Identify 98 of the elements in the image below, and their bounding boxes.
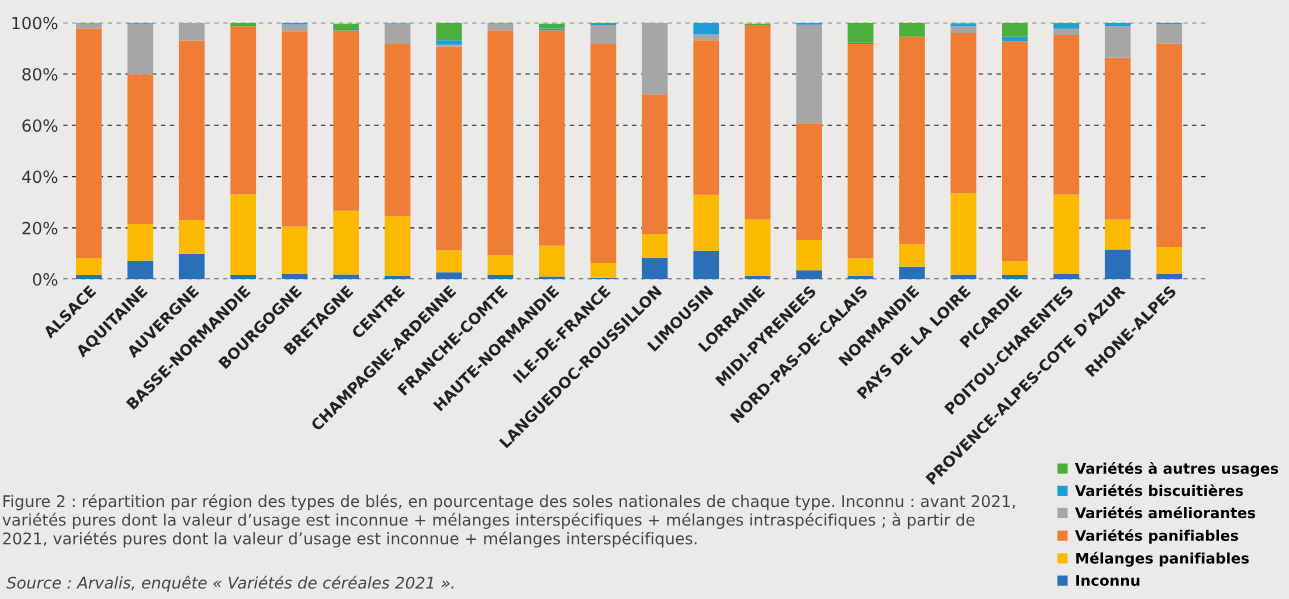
bar <box>281 226 308 275</box>
bar <box>590 262 617 278</box>
bar <box>1002 275 1028 280</box>
bar <box>641 257 668 280</box>
bar <box>178 40 205 220</box>
bar <box>436 22 462 41</box>
bar <box>76 258 102 276</box>
bar <box>384 23 411 45</box>
bar <box>693 22 720 35</box>
bar <box>1104 219 1131 250</box>
bar <box>847 258 874 277</box>
bar <box>384 276 411 280</box>
bar <box>384 44 411 217</box>
bar <box>436 46 462 251</box>
legend-label: Inconnu <box>1076 575 1140 586</box>
bar <box>230 275 257 280</box>
bar <box>899 36 925 245</box>
bar <box>847 276 874 280</box>
bar <box>796 270 822 280</box>
bar <box>744 25 771 220</box>
bar <box>641 94 668 235</box>
bar <box>693 250 720 280</box>
bar <box>487 255 514 276</box>
bar <box>1002 41 1028 262</box>
bar <box>1104 57 1131 220</box>
bar <box>230 26 257 195</box>
bar <box>487 275 514 280</box>
bar <box>693 194 720 251</box>
bar <box>1053 273 1080 280</box>
bar <box>436 250 462 273</box>
bar <box>436 272 462 280</box>
bar <box>1104 26 1131 58</box>
bar <box>641 22 668 95</box>
bar <box>950 33 977 194</box>
bar <box>1053 194 1080 274</box>
bar <box>281 24 308 32</box>
bar <box>744 219 771 276</box>
bar <box>178 253 205 280</box>
bar <box>950 26 977 34</box>
y-tick-label: 0% <box>32 273 58 286</box>
legend-label: Variétés biscuitières <box>1074 484 1244 497</box>
bar <box>539 245 565 277</box>
bar <box>127 74 154 225</box>
bar <box>436 40 462 45</box>
bar <box>333 23 359 29</box>
bar <box>847 22 874 43</box>
bar <box>333 30 359 211</box>
legend-label: Variétés à autres usages <box>1074 462 1279 477</box>
bar <box>847 44 874 259</box>
bar <box>1002 36 1028 42</box>
bar <box>127 260 154 280</box>
bar <box>1053 24 1080 29</box>
bar <box>487 30 514 256</box>
source-note: Source : Arvalis, enquête « Variétés de céréales 2021 ». <box>6 575 454 592</box>
bar <box>1104 249 1131 280</box>
bar <box>796 24 822 124</box>
bar <box>899 266 925 280</box>
bar <box>539 30 565 246</box>
bar <box>899 244 925 267</box>
bar <box>384 216 411 277</box>
bar <box>76 275 102 280</box>
bar <box>1053 35 1080 195</box>
y-tick-label: 20% <box>22 221 58 235</box>
bar <box>744 275 771 280</box>
bar <box>76 28 102 259</box>
bar <box>1002 261 1028 276</box>
legend-label: Mélanges panifiables <box>1076 551 1249 567</box>
y-tick-label: 40% <box>22 170 58 184</box>
legend-label: Variétés panifiables <box>1074 529 1239 544</box>
bar <box>590 44 617 263</box>
y-tick-label: 100% <box>12 16 58 30</box>
bar <box>796 239 822 271</box>
bar <box>1156 24 1183 44</box>
bar <box>796 123 822 240</box>
bar <box>127 224 154 261</box>
bar <box>1002 22 1028 37</box>
bar <box>796 22 822 25</box>
bar <box>230 194 257 276</box>
bar <box>281 274 308 280</box>
legend-label: Variétés améliorantes <box>1074 506 1256 519</box>
bar <box>590 25 617 45</box>
bar <box>178 219 205 254</box>
bar <box>899 22 925 37</box>
caption: Figure 2 : répartition par région des types de blés, en pourcentage des soles nationales de chaque type. Inconnu : avant 2021, variétés pures dont la valeur d’usage est inconnue + mélanges interspécifiques + mélanges intraspécifiques ; à partir de 2021, variétés pures dont la valeur d’usage est inconnue + mélanges interspécifiques. <box>2 494 1015 548</box>
bar <box>1156 43 1183 248</box>
bar <box>178 22 205 41</box>
bar <box>281 31 308 227</box>
bar <box>693 34 720 41</box>
bar <box>1053 28 1080 36</box>
bar <box>693 40 720 195</box>
y-tick-label: 80% <box>22 68 58 81</box>
bar <box>641 234 668 258</box>
bar <box>333 210 359 275</box>
bar <box>1156 247 1183 274</box>
bar <box>1156 273 1183 280</box>
bar <box>950 193 977 275</box>
y-tick-label: 60% <box>22 119 58 132</box>
bar <box>127 23 154 75</box>
